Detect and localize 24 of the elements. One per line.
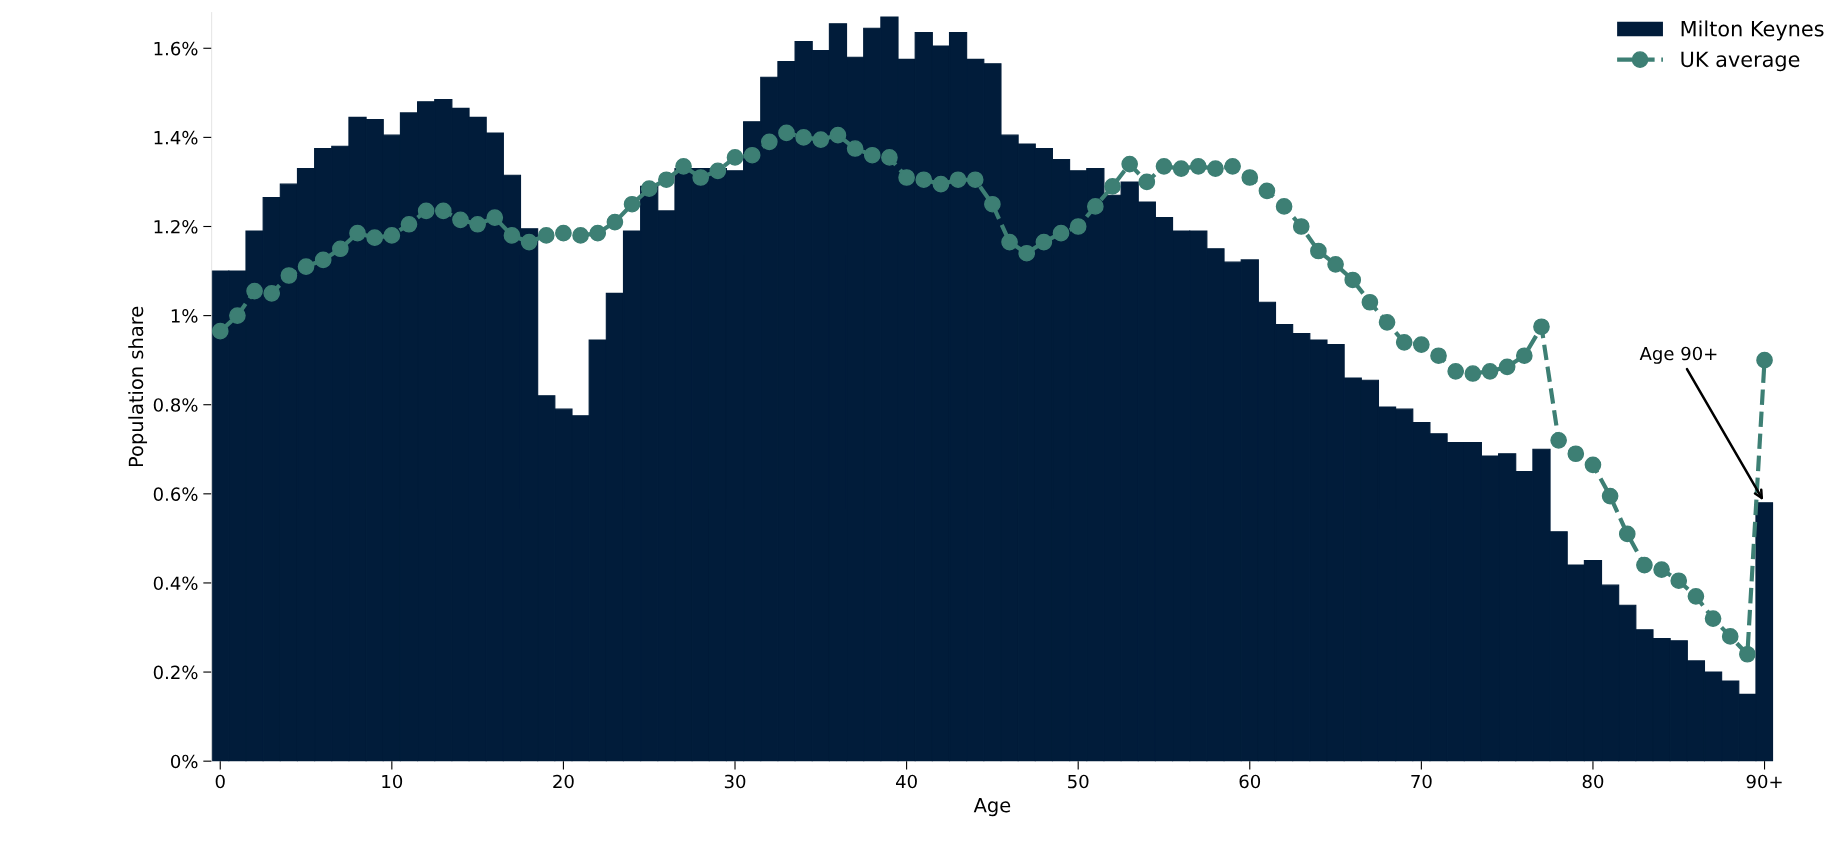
y-tick-label: 1.4% (154, 130, 198, 145)
x-tick-label: 80 (1582, 774, 1604, 789)
x-tick-label: 0 (215, 774, 225, 789)
x-tick-label: 50 (1068, 774, 1089, 789)
y-tick-label: 0.4% (153, 576, 198, 591)
legend-label: UK average (1681, 51, 1800, 72)
y-tick-label: 0% (171, 754, 198, 769)
annotation: Age 90+ (1639, 346, 1717, 364)
x-tick-label: 60 (1239, 774, 1261, 789)
y-tick-label: 1.6% (154, 41, 198, 56)
y-tick-label: 0.6% (153, 487, 198, 501)
x-tick-label: 10 (382, 774, 403, 789)
y-tick-label: 1.2% (154, 219, 198, 234)
legend-label: Milton Keynes (1681, 20, 1824, 41)
x-tick-label: 30 (724, 774, 746, 789)
y-tick-label: 1% (171, 309, 198, 323)
y-axis-title: Population share (128, 306, 148, 467)
x-tick-label: 90+ (1746, 774, 1782, 789)
x-tick-label: 40 (895, 774, 917, 789)
x-axis-title: Age (973, 797, 1011, 817)
x-tick-label: 20 (553, 774, 574, 789)
y-tick-label: 0.8% (153, 398, 198, 412)
y-tick-label: 0.2% (153, 665, 198, 680)
x-tick-label: 70 (1411, 774, 1432, 789)
